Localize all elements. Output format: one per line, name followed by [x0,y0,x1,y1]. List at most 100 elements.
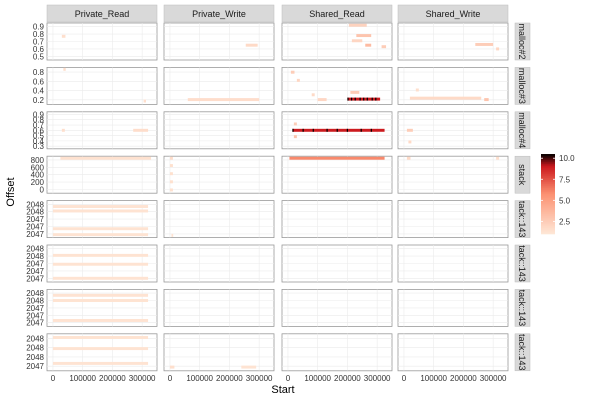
heatmap-cell-peak [360,128,362,132]
facet-label-private-write: Private_Write [192,9,246,19]
legend-gradient-step [541,154,555,157]
heatmap-cell [475,42,494,46]
heatmap-cell-peak [312,128,314,132]
legend-gradient-step [541,222,555,225]
x-tick-label: 300000 [364,374,391,383]
x-tick-label: 300000 [480,374,507,383]
x-tick-label: 0 [51,374,56,383]
y-tick-label: 2048 [26,344,44,353]
facet-label-row: malloc#4 [517,112,527,148]
y-tick-label: 2047 [26,274,44,283]
x-tick-label: 200000 [334,374,361,383]
y-tick-label: 800 [31,156,45,165]
legend-gradient-step [541,208,555,211]
y-tick-label: 400 [31,171,45,180]
panel [281,333,393,372]
facet-label-row: malloc#3 [517,68,527,104]
heatmap-cell [408,140,412,144]
heatmap-cell [169,172,173,176]
legend-gradient-step [541,230,555,233]
heatmap-cell [351,39,363,43]
heatmap-cell-peak [351,97,353,101]
y-tick-label: 2047 [26,260,44,269]
y-tick-label: 0.8 [33,30,45,39]
x-tick-label: 200000 [99,374,126,383]
facet-strip-row [514,111,531,150]
facet-strip-row [514,67,531,105]
y-axis-title: Offset [5,177,17,206]
x-tick-label: 0 [168,374,173,383]
y-tick-label: 2047 [26,267,44,276]
heatmap-cell-peak [302,128,304,132]
heatmap-cell-peak [354,97,356,101]
heatmap-cell [365,43,372,47]
legend-gradient-step [541,158,555,161]
y-tick-label: 2048 [26,353,44,362]
heatmap-cell [169,164,173,168]
heatmap-cell [245,43,258,47]
facet-strip-private-read [46,4,158,23]
x-tick-label: 100000 [420,374,447,383]
x-tick-label: 0 [402,374,407,383]
facet-label-row: tack::143 [517,245,527,282]
heatmap-cell [52,319,149,322]
legend-gradient-step [541,212,555,215]
x-tick-label: 0 [286,374,291,383]
legend-gradient-step [541,176,555,179]
heatmap-cell [317,98,327,102]
y-tick-label: 2048 [26,252,44,261]
legend-gradient-step [541,180,555,183]
y-tick-label: 200 [31,178,45,187]
heatmap-cell [187,98,260,102]
legend-gradient-step [541,216,555,219]
legend-gradient-step [541,164,555,167]
heatmap-cell [348,23,367,27]
y-tick-label: 600 [31,163,45,172]
legend-tick-label: 10.0 [559,154,575,163]
x-tick-label: 300000 [246,374,273,383]
y-tick-label: 2048 [26,245,44,254]
legend-gradient-step [541,206,555,209]
heatmap-cell [290,70,295,74]
legend-tick-label: 5.0 [559,196,571,205]
heatmap-cell-peak [359,97,361,101]
x-tick-label: 200000 [216,374,243,383]
legend-gradient-step [541,186,555,189]
facet-strip-row [514,155,531,194]
heatmap-cell [241,365,257,369]
heatmap-cell-peak [366,97,368,101]
y-tick-label: 0.6 [33,45,45,54]
panel [163,333,275,372]
y-tick-label: 0 [40,186,45,195]
y-tick-label: 2047 [26,362,44,371]
heatmap-cell [52,205,149,208]
heatmap-cell [381,45,387,49]
x-tick-label: 200000 [450,374,477,383]
panel [46,333,158,372]
legend-gradient-step [541,220,555,223]
heatmap-cell [169,156,173,160]
heatmap-cell [356,34,372,38]
facet-label-row: tack::143 [517,201,527,238]
y-tick-label: 0.4 [33,137,45,146]
facet-strip-shared-read [281,4,393,23]
y-tick-label: 2047 [26,230,44,239]
heatmap-cell [52,293,149,297]
panel [46,67,158,105]
heatmap-cell [52,262,149,266]
heatmap-cell [52,233,149,237]
legend-gradient-step [541,178,555,181]
facet-strip-shared-write [397,4,509,23]
legend-gradient-step [541,200,555,203]
legend-gradient-step [541,172,555,175]
legend-gradient-step [541,198,555,201]
x-tick-label: 100000 [186,374,213,383]
heatmap-cell-peak [370,128,372,132]
facet-strip-row [514,200,531,238]
legend-gradient-step [541,188,555,191]
legend-gradient-step [541,224,555,227]
legend-tick-label: 2.5 [559,217,571,226]
heatmap-cell [293,135,297,139]
legend-gradient-step [541,214,555,217]
facet-label-shared-write: Shared_Write [426,9,481,19]
